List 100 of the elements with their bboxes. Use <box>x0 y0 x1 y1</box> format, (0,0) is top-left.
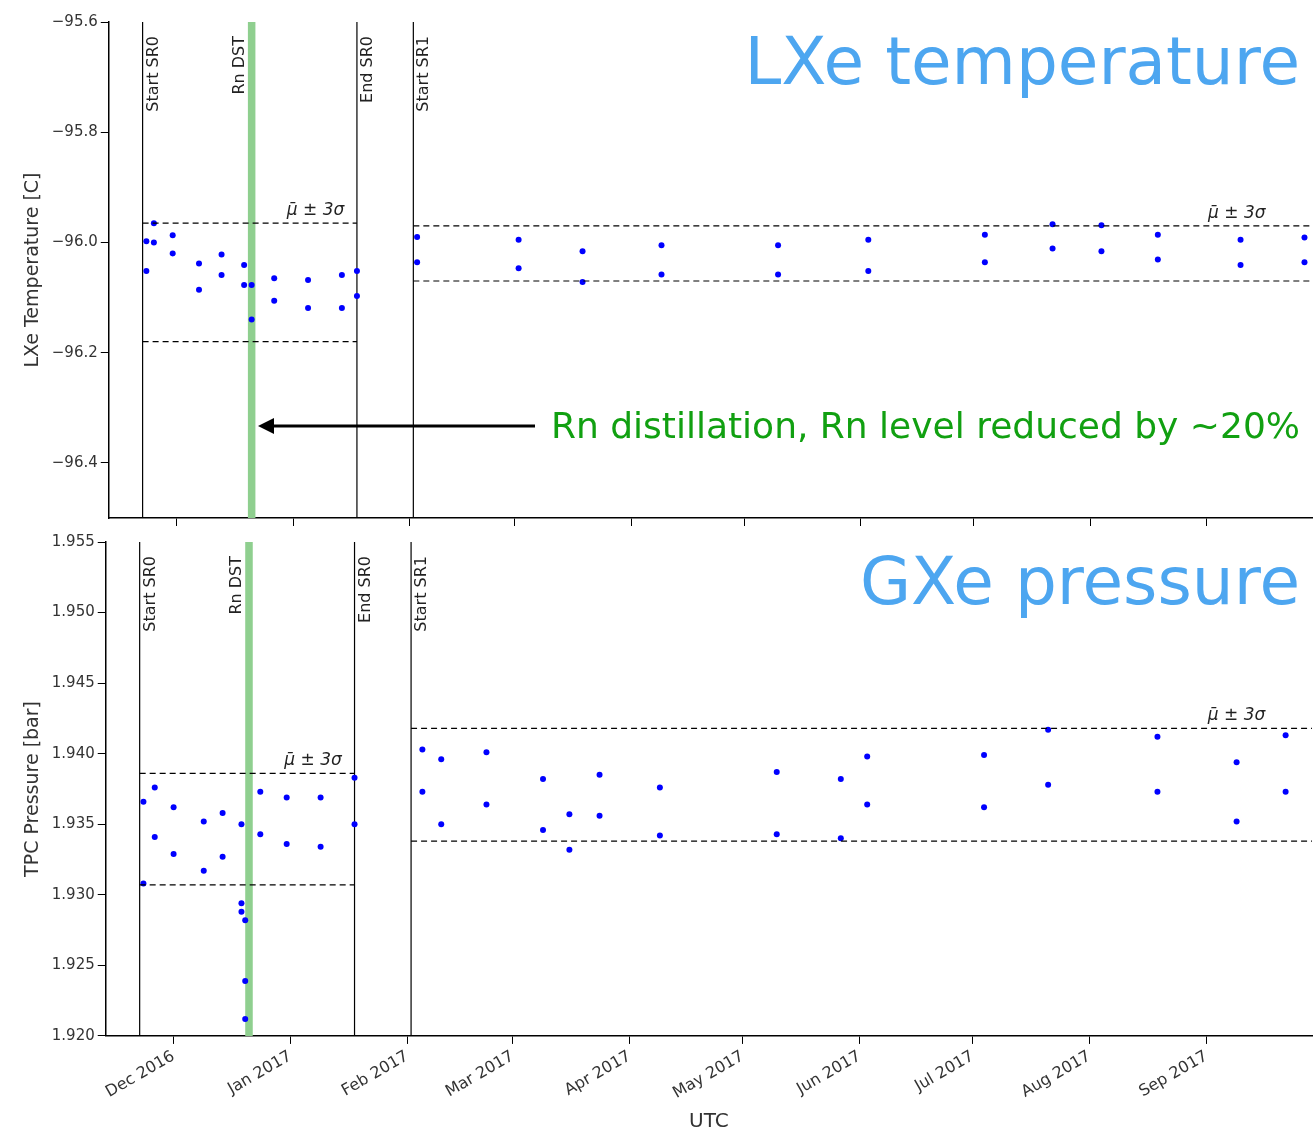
point <box>219 809 226 816</box>
band-label: Rn DST <box>229 35 249 95</box>
point <box>169 232 176 239</box>
point <box>170 804 177 811</box>
point <box>1154 733 1161 740</box>
band-label: Rn DST <box>226 555 246 615</box>
point <box>981 804 988 811</box>
point <box>1045 781 1052 788</box>
point <box>271 275 278 282</box>
point <box>1233 818 1240 825</box>
point <box>1282 788 1289 795</box>
point <box>143 268 150 275</box>
y-tick-label: 1.945 <box>51 673 95 692</box>
point <box>351 821 358 828</box>
point <box>981 231 988 238</box>
y-tick-label: 1.920 <box>51 1025 95 1044</box>
point <box>540 826 547 833</box>
point <box>353 292 360 299</box>
point <box>438 756 445 763</box>
point <box>305 276 312 283</box>
annotation: μ̄ ± 3σ <box>1207 201 1267 222</box>
ref-line-label: Start SR0 <box>139 556 159 632</box>
point <box>1154 788 1161 795</box>
point <box>242 1016 249 1022</box>
point <box>338 305 345 312</box>
y-tick-label: 1.935 <box>51 814 95 833</box>
ref-line-label: End SR0 <box>357 36 377 103</box>
point <box>140 798 147 805</box>
point <box>540 776 547 783</box>
point <box>219 853 226 860</box>
point <box>1282 732 1289 739</box>
point <box>483 749 490 756</box>
point <box>169 250 176 257</box>
point <box>242 977 249 984</box>
point <box>656 784 663 791</box>
point <box>981 259 988 266</box>
point <box>656 832 663 839</box>
point <box>515 236 522 243</box>
point <box>837 776 844 783</box>
point <box>200 867 207 874</box>
ref-line-label: Start SR0 <box>142 36 162 112</box>
point <box>596 812 603 819</box>
point <box>1045 726 1052 733</box>
annotation: μ̄ ± 3σ <box>285 199 346 220</box>
annotation: μ̄ ± 3σ <box>1206 704 1267 725</box>
point <box>1233 759 1240 766</box>
point <box>248 281 255 288</box>
point <box>864 753 871 760</box>
point <box>151 833 158 840</box>
point <box>419 746 426 753</box>
y-tick-label: 1.930 <box>51 884 95 903</box>
point <box>1098 248 1105 255</box>
point <box>864 801 871 808</box>
y-tick-label: −95.6 <box>51 11 98 30</box>
point <box>241 262 248 269</box>
point <box>1049 245 1056 252</box>
point <box>1301 234 1308 241</box>
point <box>566 846 573 853</box>
point <box>241 281 248 288</box>
point <box>775 242 782 249</box>
point <box>257 788 264 795</box>
annotation: Rn distillation, Rn level reduced by ~20% <box>550 404 1300 446</box>
point <box>596 771 603 778</box>
point <box>248 316 255 323</box>
point <box>242 917 249 924</box>
point <box>317 794 324 801</box>
point <box>414 259 421 266</box>
y-tick-label: 1.955 <box>51 531 95 550</box>
point <box>414 233 421 240</box>
y-axis-title: LXe Temperature [C] <box>20 172 43 368</box>
point <box>351 774 358 781</box>
point <box>1154 256 1161 263</box>
point <box>305 305 312 312</box>
chart-title: LXe temperature <box>744 23 1300 101</box>
point <box>483 801 490 808</box>
y-axis-title: TPC Pressure [bar] <box>20 701 43 878</box>
point <box>238 821 245 828</box>
ref-line-label: Start SR1 <box>413 36 433 112</box>
point <box>257 831 264 838</box>
point <box>515 265 522 272</box>
point <box>658 242 665 249</box>
y-tick-label: 1.950 <box>51 602 95 621</box>
point <box>196 260 203 267</box>
point <box>196 286 203 293</box>
chart-title: GXe pressure <box>859 543 1300 621</box>
point <box>143 238 150 245</box>
point <box>419 788 426 795</box>
point <box>438 821 445 828</box>
point <box>151 784 158 791</box>
point <box>317 843 324 850</box>
y-tick-label: −96.4 <box>51 452 98 471</box>
point <box>865 236 872 243</box>
point <box>837 835 844 842</box>
point <box>200 818 207 825</box>
y-tick-label: 1.925 <box>51 955 95 974</box>
point <box>1154 231 1161 238</box>
y-tick-label: 1.940 <box>51 743 95 762</box>
annotation: μ̄ ± 3σ <box>283 749 344 770</box>
point <box>658 271 665 278</box>
point <box>775 271 782 278</box>
